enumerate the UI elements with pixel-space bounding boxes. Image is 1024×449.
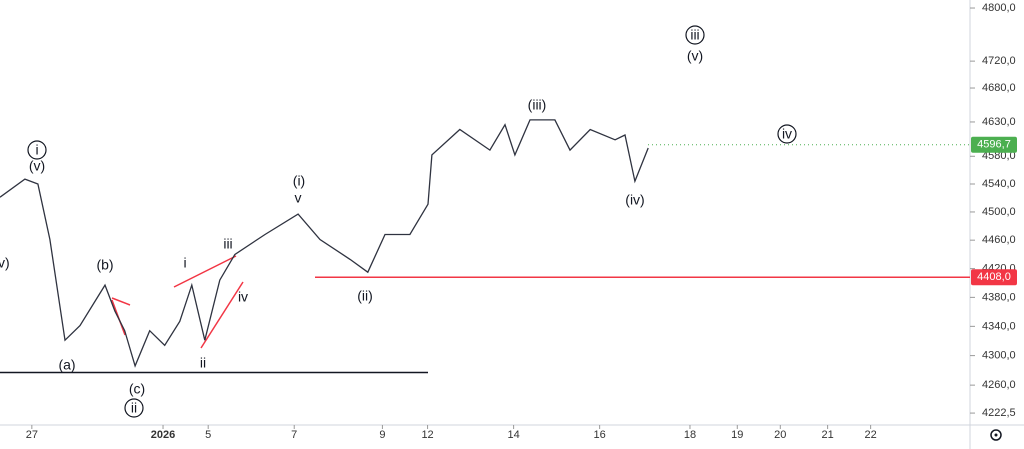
wave-label: (c) xyxy=(129,381,145,397)
x-tick-label: 7 xyxy=(291,429,297,441)
y-tick-label: 4630,0 xyxy=(982,116,1016,128)
x-tick-label: 19 xyxy=(731,429,743,441)
wave-label: iii xyxy=(223,236,232,252)
y-tick-label: 4260,0 xyxy=(982,379,1016,391)
wave-label: i xyxy=(35,142,38,158)
wave-label: iv xyxy=(238,289,248,305)
wave-label: (v) xyxy=(687,48,703,64)
wave-label: ii xyxy=(131,400,137,416)
wave-label: (b) xyxy=(96,257,113,273)
wave-circle xyxy=(124,398,144,418)
wave-label: (v) xyxy=(29,158,45,174)
x-tick-label: 20 xyxy=(774,429,786,441)
y-tick-label: 4680,0 xyxy=(982,82,1016,94)
y-tick-label: 4380,0 xyxy=(982,291,1016,303)
wave-label: iii xyxy=(690,27,699,43)
wave-label: ii xyxy=(200,355,206,371)
last-price-label: 4596,7 xyxy=(977,139,1011,151)
y-tick-label: 4460,0 xyxy=(982,234,1016,246)
y-tick-label: 4222,5 xyxy=(982,407,1016,419)
wave-label: v) xyxy=(0,255,10,271)
wave-circle xyxy=(777,124,797,144)
y-tick-label: 4580,0 xyxy=(982,150,1016,162)
x-tick-label: 27 xyxy=(26,429,38,441)
wave-label: (i) xyxy=(293,173,305,189)
wave-label: v xyxy=(295,190,302,206)
wave-label: i xyxy=(183,255,186,271)
y-tick-label: 4720,0 xyxy=(982,55,1016,67)
level-tag xyxy=(971,269,1017,286)
wave-label: (a) xyxy=(58,357,75,373)
wave-circle xyxy=(685,25,705,45)
y-tick-label: 4800,0 xyxy=(982,2,1016,14)
wave-label: iv xyxy=(782,126,792,142)
wave-circle xyxy=(27,140,47,160)
wedge-line xyxy=(111,297,131,306)
wedge-line xyxy=(200,281,244,349)
x-tick-label: 5 xyxy=(205,429,211,441)
y-tick-label: 4500,0 xyxy=(982,206,1016,218)
wave-label: (ii) xyxy=(357,288,373,304)
wave-label: (iii) xyxy=(528,97,547,113)
x-tick-label: 12 xyxy=(421,429,433,441)
x-tick-label: 22 xyxy=(865,429,877,441)
wave-label: (iv) xyxy=(625,192,644,208)
wedge-line xyxy=(173,255,237,288)
x-tick-label: 2026 xyxy=(151,429,175,441)
x-tick-label: 14 xyxy=(507,429,519,441)
level-label: 4408,0 xyxy=(977,271,1011,283)
price-line xyxy=(0,119,649,368)
x-tick-label: 21 xyxy=(821,429,833,441)
settings-button[interactable] xyxy=(990,429,1002,441)
last-price-tag xyxy=(971,136,1017,153)
x-tick-label: 9 xyxy=(379,429,385,441)
x-tick-label: 18 xyxy=(684,429,696,441)
y-tick-label: 4300,0 xyxy=(982,350,1016,362)
x-tick-label: 16 xyxy=(594,429,606,441)
y-tick-label: 4540,0 xyxy=(982,178,1016,190)
y-tick-label: 4340,0 xyxy=(982,320,1016,332)
